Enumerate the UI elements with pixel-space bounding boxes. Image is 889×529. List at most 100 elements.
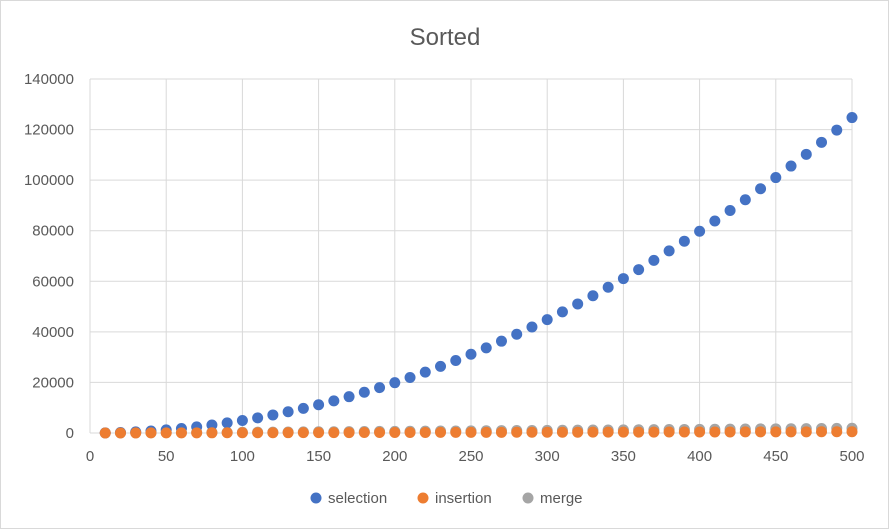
- insertion-point: [633, 426, 645, 438]
- y-tick-label: 0: [66, 425, 74, 442]
- legend-item-selection: selection: [310, 490, 387, 507]
- insertion-point: [99, 427, 111, 439]
- selection-point: [785, 160, 797, 172]
- selection-point: [511, 328, 523, 340]
- x-tick-label: 250: [458, 448, 483, 465]
- selection-point: [648, 254, 660, 266]
- selection-point: [358, 386, 370, 398]
- selection-point: [419, 366, 431, 378]
- selection-point: [252, 412, 264, 424]
- selection-point: [755, 183, 767, 195]
- selection-point: [556, 306, 568, 318]
- insertion-point: [221, 427, 233, 439]
- legend-label: merge: [540, 490, 583, 507]
- insertion-point: [511, 426, 523, 438]
- insertion-point: [678, 426, 690, 438]
- x-tick-label: 150: [306, 448, 331, 465]
- legend-label: selection: [328, 490, 387, 507]
- series-insertion: [99, 426, 858, 439]
- selection-point: [404, 372, 416, 384]
- selection-point: [374, 382, 386, 394]
- insertion-point: [846, 426, 858, 438]
- selection-point: [526, 321, 538, 333]
- selection-point: [831, 124, 843, 136]
- selection-point: [465, 348, 477, 360]
- selection-point: [450, 354, 462, 366]
- insertion-point: [450, 426, 462, 438]
- insertion-point: [495, 426, 507, 438]
- selection-point: [770, 172, 782, 184]
- x-tick-label: 350: [611, 448, 636, 465]
- insertion-point: [313, 427, 325, 439]
- insertion-point: [785, 426, 797, 438]
- x-tick-label: 50: [158, 448, 175, 465]
- selection-point: [328, 395, 340, 407]
- insertion-point: [145, 427, 157, 439]
- legend-marker: [310, 492, 322, 504]
- x-tick-label: 100: [230, 448, 255, 465]
- insertion-point: [694, 426, 706, 438]
- selection-point: [602, 281, 614, 293]
- insertion-point: [343, 427, 355, 439]
- insertion-point: [831, 426, 843, 438]
- y-tick-label: 120000: [24, 122, 74, 139]
- selection-point: [435, 360, 447, 372]
- selection-point: [846, 112, 858, 124]
- selection-point: [572, 298, 584, 310]
- selection-point: [739, 194, 751, 206]
- insertion-point: [130, 427, 142, 439]
- selection-point: [617, 273, 629, 285]
- insertion-point: [252, 427, 264, 439]
- selection-point: [816, 136, 828, 148]
- insertion-point: [236, 427, 248, 439]
- insertion-point: [465, 426, 477, 438]
- insertion-point: [587, 426, 599, 438]
- insertion-point: [328, 427, 340, 439]
- selection-point: [800, 148, 812, 160]
- insertion-point: [739, 426, 751, 438]
- insertion-point: [389, 426, 401, 438]
- insertion-point: [602, 426, 614, 438]
- x-tick-label: 500: [839, 448, 864, 465]
- selection-point: [724, 205, 736, 217]
- selection-point: [587, 290, 599, 302]
- y-axis-ticks: 0 20000 40000 60000 80000 100000 120000 140000: [24, 71, 74, 442]
- y-tick-label: 20000: [32, 374, 74, 391]
- y-tick-label: 60000: [32, 273, 74, 290]
- selection-point: [495, 335, 507, 347]
- x-tick-label: 300: [535, 448, 560, 465]
- x-tick-label: 400: [687, 448, 712, 465]
- series-selection: [99, 112, 858, 439]
- y-tick-label: 100000: [24, 172, 74, 189]
- insertion-point: [800, 426, 812, 438]
- insertion-point: [374, 427, 386, 439]
- x-tick-label: 200: [382, 448, 407, 465]
- insertion-point: [160, 427, 172, 439]
- insertion-point: [755, 426, 767, 438]
- selection-point: [297, 402, 309, 414]
- y-tick-label: 40000: [32, 324, 74, 341]
- x-tick-label: 0: [86, 448, 94, 465]
- selection-point: [541, 314, 553, 326]
- insertion-point: [770, 426, 782, 438]
- selection-point: [221, 417, 233, 429]
- insertion-point: [114, 427, 126, 439]
- insertion-point: [419, 426, 431, 438]
- selection-point: [694, 225, 706, 237]
- insertion-point: [282, 427, 294, 439]
- legend-label: insertion: [435, 490, 492, 507]
- insertion-point: [175, 427, 187, 439]
- insertion-point: [526, 426, 538, 438]
- selection-point: [313, 399, 325, 411]
- insertion-point: [724, 426, 736, 438]
- insertion-point: [663, 426, 675, 438]
- insertion-point: [358, 427, 370, 439]
- insertion-point: [267, 427, 279, 439]
- legend-marker: [522, 492, 534, 504]
- insertion-point: [617, 426, 629, 438]
- gridlines: [89, 78, 853, 434]
- selection-point: [267, 409, 279, 421]
- selection-point: [282, 406, 294, 418]
- x-axis-ticks: 0 50 100 150 200 250 300 350 400 450 500: [86, 448, 865, 465]
